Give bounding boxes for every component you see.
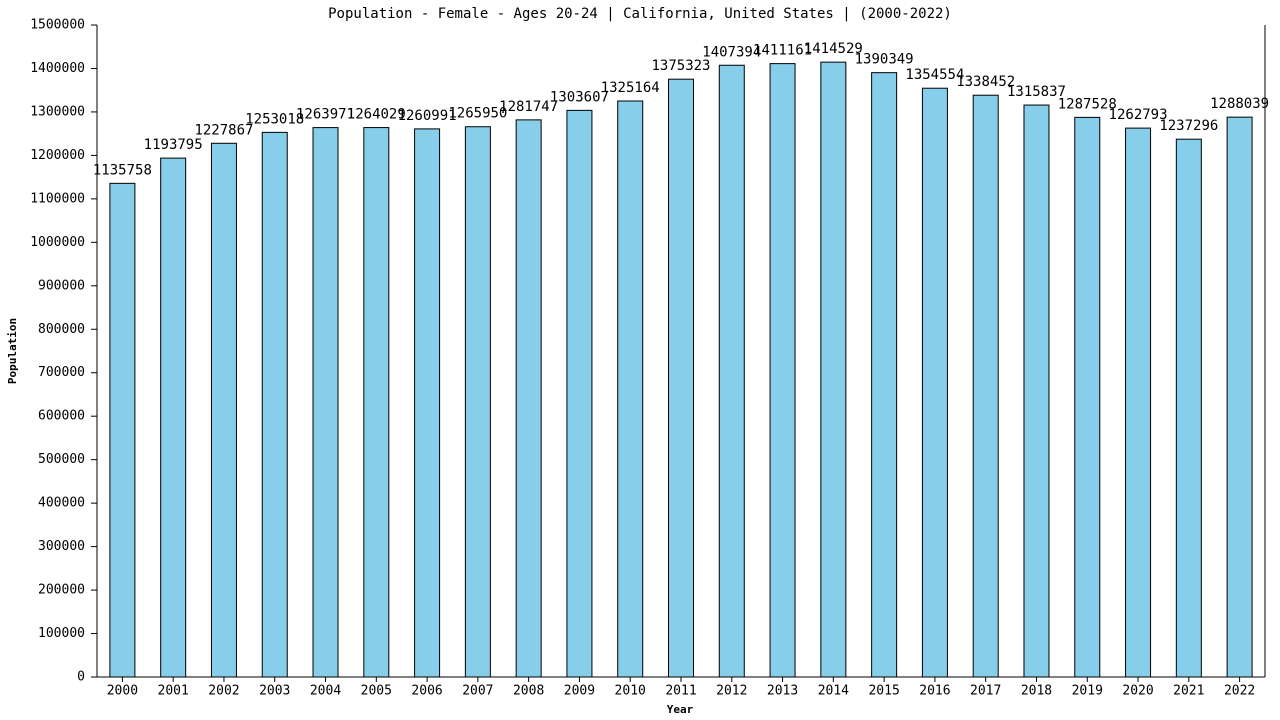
bar [769,63,796,678]
x-tick-label: 2005 [361,684,392,699]
value-label: 1193795 [144,137,203,153]
y-tick-label: 0 [77,670,85,685]
value-label: 1414529 [804,41,863,57]
value-label: 1354554 [905,67,964,83]
x-tick-label: 2007 [462,684,493,699]
value-label: 1411161 [753,43,812,59]
x-tick-label: 2016 [919,684,950,699]
value-label: 1338452 [956,74,1015,90]
bar [1226,116,1253,678]
value-label: 1227867 [194,122,253,138]
y-tick-label: 1200000 [30,148,85,163]
y-tick-label: 400000 [38,496,85,511]
bar [921,87,948,678]
x-tick-label: 2013 [767,684,798,699]
y-tick-label: 100000 [38,626,85,641]
x-tick-label: 2008 [513,684,544,699]
value-label: 1253018 [245,111,304,127]
value-label: 1390349 [855,52,914,68]
value-label: 1315837 [1007,84,1066,100]
x-tick-label: 2018 [1021,684,1052,699]
value-label: 1265950 [448,106,507,122]
x-tick-label: 2022 [1224,684,1255,699]
x-tick-label: 2015 [868,684,899,699]
x-tick-label: 2011 [665,684,696,699]
y-tick-label: 800000 [38,322,85,337]
bar [1074,116,1101,678]
x-tick-label: 2000 [107,684,138,699]
y-tick-label: 500000 [38,452,85,467]
bar [464,126,491,678]
bar [617,100,644,678]
value-label: 1287528 [1058,96,1117,112]
bar [515,119,542,678]
bar [414,128,441,678]
bar [109,182,136,678]
bar [1125,127,1152,678]
x-tick-label: 2012 [716,684,747,699]
x-tick-label: 2010 [615,684,646,699]
bar [312,127,339,678]
bar [210,142,237,678]
y-tick-label: 900000 [38,278,85,293]
bar [1175,138,1202,678]
bar [871,72,898,678]
value-label: 1375323 [651,58,710,74]
value-label: 1303607 [550,89,609,105]
value-label: 1325164 [601,80,660,96]
value-label: 1260991 [398,108,457,124]
value-label: 1135758 [93,162,152,178]
bar [718,64,745,678]
x-tick-label: 2021 [1173,684,1204,699]
y-tick-label: 1100000 [30,191,85,206]
bar [820,61,847,678]
x-tick-label: 2019 [1072,684,1103,699]
x-tick-label: 2006 [411,684,442,699]
value-label: 1262793 [1109,107,1168,123]
x-tick-label: 2004 [310,684,341,699]
y-tick-label: 300000 [38,539,85,554]
y-axis-label: Population [6,318,19,384]
x-tick-label: 2003 [259,684,290,699]
y-tick-label: 1000000 [30,235,85,250]
y-tick-label: 1300000 [30,104,85,119]
y-tick-label: 700000 [38,365,85,380]
y-tick-label: 600000 [38,409,85,424]
bar [261,131,288,678]
value-label: 1281747 [499,99,558,115]
bar [566,109,593,678]
x-tick-label: 2014 [818,684,849,699]
bar [363,127,390,678]
value-label: 1237296 [1159,118,1218,134]
y-tick-label: 200000 [38,583,85,598]
x-tick-label: 2002 [208,684,239,699]
x-tick-label: 2017 [970,684,1001,699]
x-tick-label: 2020 [1122,684,1153,699]
bar [1023,104,1050,678]
bar [668,78,694,678]
y-tick-label: 1500000 [30,18,85,33]
x-tick-label: 2009 [564,684,595,699]
value-label: 1407394 [702,44,761,60]
value-label: 1264029 [347,107,406,123]
bar [972,94,999,678]
y-tick-label: 1400000 [30,61,85,76]
value-label: 1288039 [1210,96,1269,112]
value-label: 1263971 [296,107,355,123]
x-axis-label: Year [667,703,694,716]
x-tick-label: 2001 [158,684,189,699]
bar [160,157,187,678]
chart-title: Population - Female - Ages 20-24 | Calif… [328,6,952,22]
